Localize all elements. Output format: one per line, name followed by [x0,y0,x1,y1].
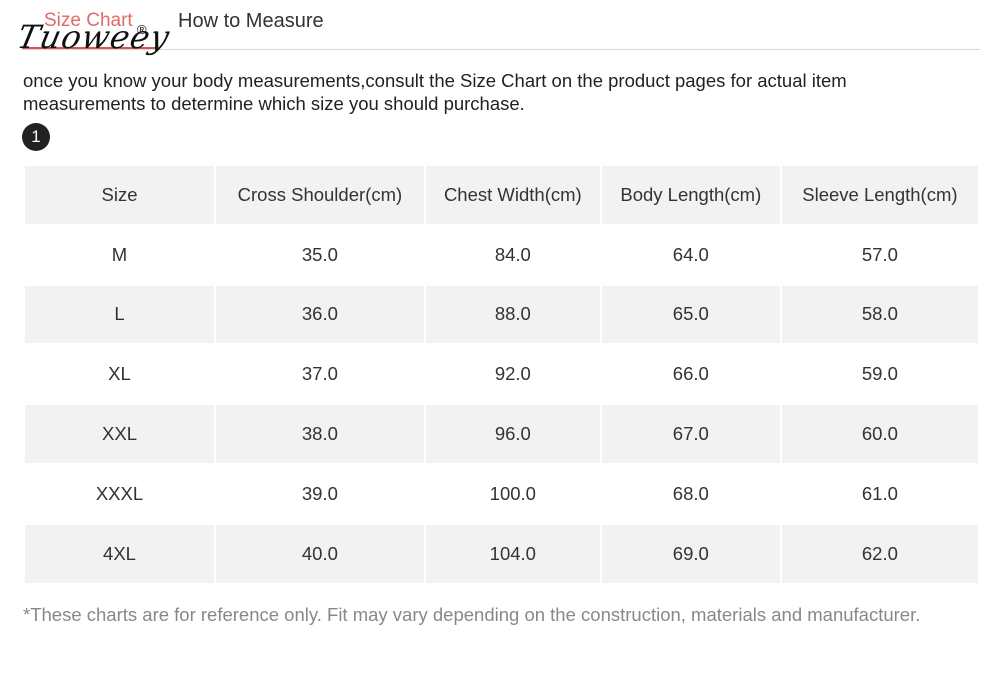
size-chart-table: Size Cross Shoulder(cm) Chest Width(cm) … [23,164,980,585]
cell-cross-shoulder: 36.0 [216,285,424,344]
cell-body-length: 68.0 [601,464,780,523]
cell-body-length: 65.0 [601,285,780,344]
cell-size: M [25,225,214,284]
header-body-length: Body Length(cm) [601,166,780,224]
cell-cross-shoulder: 40.0 [216,524,424,583]
table-row: XXL 38.0 96.0 67.0 60.0 [25,405,978,463]
brand-logo: Tuoweey [13,18,174,56]
cell-size: 4XL [25,524,214,583]
registered-mark: ® [137,22,147,37]
cell-chest-width: 96.0 [425,405,600,463]
cell-body-length: 66.0 [601,345,780,404]
table-row: L 36.0 88.0 65.0 58.0 [25,285,978,344]
cell-body-length: 69.0 [601,524,780,583]
table-row: XL 37.0 92.0 66.0 59.0 [25,345,978,404]
intro-text: once you know your body measurements,con… [23,70,847,114]
disclaimer-footnote: *These charts are for reference only. Fi… [23,604,921,625]
cell-cross-shoulder: 39.0 [216,464,424,523]
header-cross-shoulder: Cross Shoulder(cm) [216,166,424,224]
cell-chest-width: 88.0 [425,285,600,344]
cell-sleeve-length: 61.0 [781,464,978,523]
cell-cross-shoulder: 38.0 [216,405,424,463]
cell-chest-width: 100.0 [425,464,600,523]
table-row: M 35.0 84.0 64.0 57.0 [25,225,978,284]
cell-size: XXL [25,405,214,463]
table-row: 4XL 40.0 104.0 69.0 62.0 [25,524,978,583]
header-size: Size [25,166,214,224]
cell-chest-width: 104.0 [425,524,600,583]
cell-chest-width: 84.0 [425,225,600,284]
cell-size: XXXL [25,464,214,523]
cell-sleeve-length: 60.0 [781,405,978,463]
cell-cross-shoulder: 37.0 [216,345,424,404]
cell-sleeve-length: 57.0 [781,225,978,284]
tab-how-to-measure[interactable]: How to Measure [178,10,324,32]
step-number-badge: 1 [22,123,50,151]
cell-sleeve-length: 62.0 [781,524,978,583]
cell-cross-shoulder: 35.0 [216,225,424,284]
table-header-row: Size Cross Shoulder(cm) Chest Width(cm) … [25,166,978,224]
tab-divider [22,49,980,50]
cell-chest-width: 92.0 [425,345,600,404]
cell-body-length: 67.0 [601,405,780,463]
table-row: XXXL 39.0 100.0 68.0 61.0 [25,464,978,523]
header-sleeve-length: Sleeve Length(cm) [781,166,978,224]
cell-size: XL [25,345,214,404]
header-chest-width: Chest Width(cm) [425,166,600,224]
tab-size-chart[interactable]: Size Chart [44,10,133,31]
cell-sleeve-length: 59.0 [781,345,978,404]
cell-body-length: 64.0 [601,225,780,284]
cell-size: L [25,285,214,344]
tab-bar: Size Chart How to Measure [0,0,1000,52]
active-tab-indicator [22,47,156,49]
cell-sleeve-length: 58.0 [781,285,978,344]
